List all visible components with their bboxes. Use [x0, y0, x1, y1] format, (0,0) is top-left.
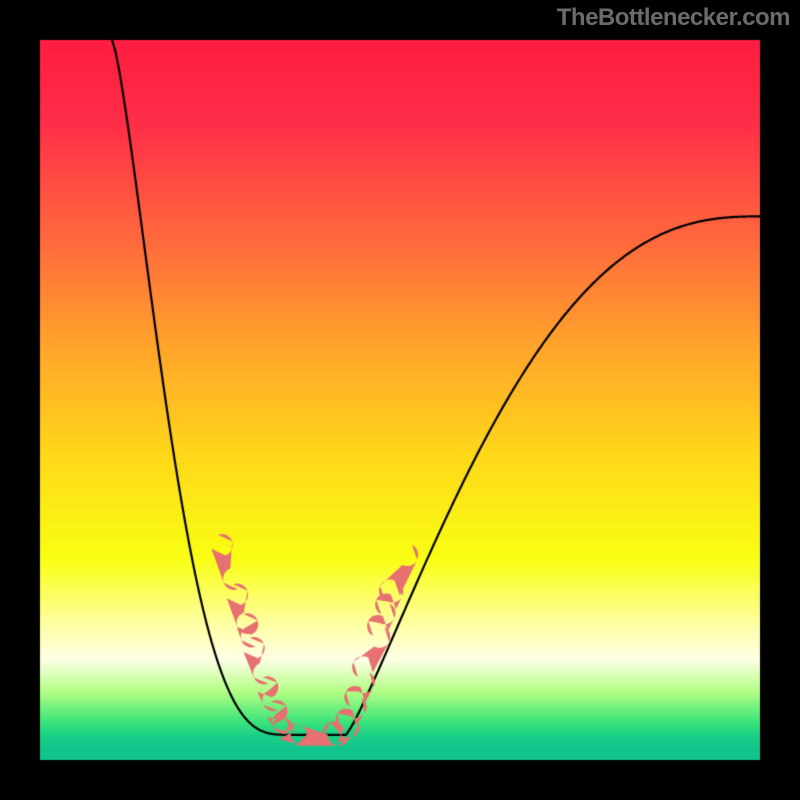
bottleneck-chart: [0, 0, 800, 800]
watermark-text: TheBottlenecker.com: [557, 4, 790, 32]
